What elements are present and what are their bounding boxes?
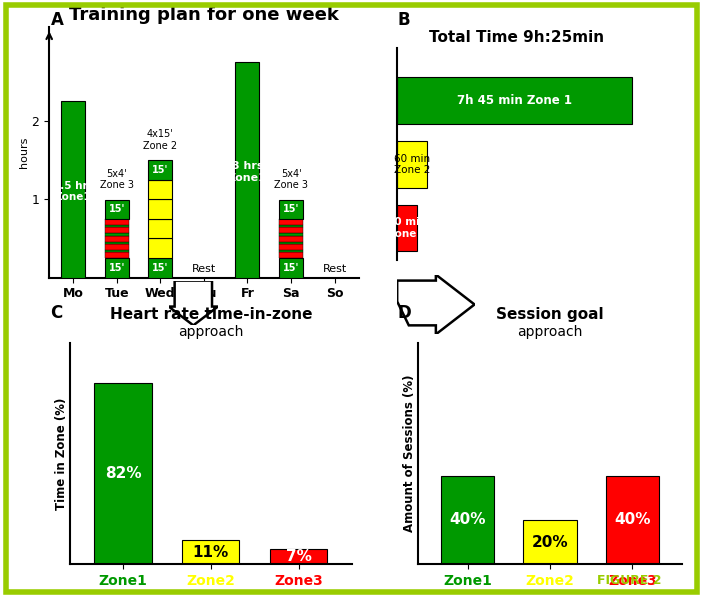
Bar [148,180,172,199]
Text: B: B [397,11,410,29]
Bar [105,244,129,250]
Y-axis label: hours: hours [19,137,29,168]
Y-axis label: Time in Zone (%): Time in Zone (%) [55,398,67,510]
Text: 15': 15' [152,165,169,175]
Bar [397,141,427,187]
Text: 3 hrs
Zone1: 3 hrs Zone1 [228,161,267,183]
Text: D: D [397,304,411,322]
Bar [279,250,303,252]
Bar [148,238,172,258]
Text: 60 min
Zone 2: 60 min Zone 2 [394,153,430,175]
Text: A: A [51,11,63,29]
Text: 40%: 40% [614,512,651,528]
Text: 15': 15' [283,263,299,273]
Bar [148,160,172,180]
Text: 5x4'
Zone 3: 5x4' Zone 3 [274,168,308,190]
Bar [397,205,418,251]
Text: 15': 15' [152,263,169,273]
Text: 82%: 82% [105,466,141,481]
Bar [523,520,577,564]
Bar [105,219,129,225]
Bar [148,219,172,238]
Bar [397,78,631,124]
Bar [105,252,129,258]
Bar [105,199,129,219]
Text: 20%: 20% [531,534,569,550]
Text: 2.5 hrs
Zone1: 2.5 hrs Zone1 [53,181,93,202]
Text: 11%: 11% [193,544,229,559]
Bar [279,258,303,278]
Text: Total Time 9h:25min: Total Time 9h:25min [429,30,605,45]
Text: FIGURE 2: FIGURE 2 [597,574,662,587]
Bar [279,233,303,236]
Text: 40 min
Zone 3: 40 min Zone 3 [387,217,427,239]
Bar [279,225,303,227]
Bar [441,476,494,564]
Bar [105,250,129,252]
Text: Rest: Rest [323,264,347,275]
Bar [61,101,85,278]
Text: 40%: 40% [449,512,486,528]
Text: Heart rate time-in-zone: Heart rate time-in-zone [110,307,312,322]
Text: 15': 15' [108,263,125,273]
Polygon shape [169,281,218,325]
Bar [236,62,259,278]
Bar [148,258,172,278]
Text: C: C [51,304,63,322]
Bar [279,219,303,225]
Bar [270,549,328,564]
Bar [94,383,152,564]
Bar [279,227,303,233]
Text: Rest: Rest [192,264,216,275]
Bar [105,258,129,278]
Bar [182,540,240,564]
Text: approach: approach [179,325,243,339]
Bar [279,242,303,244]
Title: Training plan for one week: Training plan for one week [69,6,339,24]
Bar [279,244,303,250]
Text: 7%: 7% [286,549,311,564]
Bar [105,227,129,233]
Text: 15': 15' [108,204,125,214]
Bar [606,476,659,564]
Text: 5x4'
Zone 3: 5x4' Zone 3 [100,168,134,190]
Text: approach: approach [517,325,583,339]
Bar [279,252,303,258]
Y-axis label: Amount of Sessions (%): Amount of Sessions (%) [403,375,415,533]
Bar [105,242,129,244]
Bar [105,236,129,242]
Text: Session goal: Session goal [496,307,604,322]
Text: 7h 45 min Zone 1: 7h 45 min Zone 1 [457,94,572,107]
Bar [105,225,129,227]
Text: 15': 15' [283,204,299,214]
Polygon shape [397,275,475,334]
Bar [148,199,172,219]
Bar [279,199,303,219]
Bar [105,233,129,236]
Text: 4x15'
Zone 2: 4x15' Zone 2 [143,129,177,150]
Bar [279,236,303,242]
